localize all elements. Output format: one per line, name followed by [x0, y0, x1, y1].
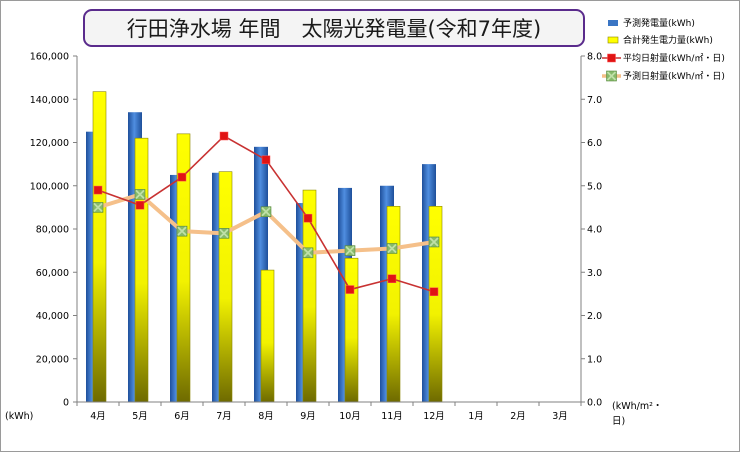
left-axis-tick-label: 60,000 — [36, 268, 69, 279]
right-axis-tick-label: 4.0 — [587, 225, 602, 236]
right-axis-tick-label: 7.0 — [587, 95, 602, 106]
legend-marker-average-irradiance — [607, 53, 616, 63]
left-axis-tick-label: 140,000 — [30, 95, 69, 106]
marker-predicted-irradiance-cross — [219, 228, 229, 238]
marker-predicted-irradiance-cross — [387, 243, 397, 254]
marker-average-irradiance — [135, 200, 145, 210]
right-axis-unit-label: (kWh/m²・ — [612, 401, 662, 412]
bar-total-generation — [134, 137, 149, 403]
x-axis-tick-label: 8月 — [258, 411, 274, 422]
bar-total-generation — [92, 91, 107, 403]
bar-total-generation — [344, 257, 359, 403]
x-axis-tick-label: 7月 — [216, 411, 232, 422]
x-axis-tick-label: 3月 — [552, 411, 568, 422]
legend-label-predicted-generation: 予測発電量(kWh) — [623, 17, 695, 29]
legend-label-predicted-irradiance: 予測日射量(kWh/㎡・日) — [623, 70, 725, 82]
left-axis-unit-label: (kWh) — [5, 411, 33, 422]
x-axis-tick-label: 12月 — [423, 411, 445, 422]
marker-average-irradiance — [345, 285, 355, 294]
right-axis-tick-label: 0.0 — [587, 398, 602, 409]
left-axis-tick-label: 120,000 — [30, 138, 69, 149]
legend-swatch-predicted-generation — [608, 20, 618, 26]
marker-predicted-irradiance-cross — [345, 245, 355, 256]
marker-predicted-irradiance-cross — [429, 237, 439, 247]
bar-total-generation — [218, 171, 233, 403]
x-axis-tick-label: 9月 — [300, 411, 316, 422]
marker-predicted-irradiance-cross — [135, 189, 145, 200]
x-axis-tick-label: 11月 — [381, 411, 403, 422]
right-axis-tick-label: 6.0 — [587, 138, 602, 149]
marker-average-irradiance — [429, 287, 439, 296]
marker-average-irradiance — [93, 185, 103, 195]
left-axis-tick-label: 20,000 — [36, 354, 69, 365]
marker-predicted-irradiance-cross — [303, 248, 313, 258]
legend-label-average-irradiance: 平均日射量(kWh/㎡・日) — [623, 52, 725, 64]
x-axis-tick-label: 10月 — [339, 411, 361, 422]
left-axis-tick-label: 40,000 — [36, 311, 69, 322]
chart-title-box: 行田浄水場 年間 太陽光発電量(令和7年度) — [83, 9, 585, 47]
bar-total-generation — [386, 205, 401, 403]
left-axis-tick-label: 160,000 — [30, 52, 69, 63]
left-axis-tick-label: 100,000 — [30, 181, 69, 192]
marker-average-irradiance — [261, 155, 271, 165]
legend-swatch-total-generation — [607, 36, 619, 44]
right-axis-unit-label: 日) — [612, 416, 625, 427]
x-axis-tick-label: 1月 — [468, 411, 484, 422]
marker-average-irradiance — [387, 274, 397, 283]
bar-total-generation — [260, 269, 275, 403]
chart-title: 行田浄水場 年間 太陽光発電量(令和7年度) — [126, 17, 542, 41]
right-axis-tick-label: 5.0 — [587, 181, 602, 192]
legend-label-total-generation: 合計発生電力量(kWh) — [623, 34, 713, 46]
x-axis-tick-label: 2月 — [510, 411, 526, 422]
marker-average-irradiance — [219, 131, 229, 141]
right-axis-tick-label: 3.0 — [587, 268, 602, 279]
right-axis-tick-label: 1.0 — [587, 354, 602, 365]
x-axis-tick-label: 5月 — [132, 411, 148, 422]
marker-predicted-irradiance-cross — [261, 207, 271, 217]
right-axis-tick-label: 2.0 — [587, 311, 602, 322]
left-axis-tick-label: 80,000 — [36, 225, 69, 236]
right-axis-tick-label: 8.0 — [587, 52, 602, 63]
bar-total-generation — [428, 205, 443, 403]
marker-predicted-irradiance-cross — [93, 202, 103, 213]
legend-marker-predicted-irradiance-cross — [606, 71, 617, 81]
left-axis-tick-label: 0 — [63, 398, 69, 409]
marker-average-irradiance — [303, 213, 313, 223]
x-axis-tick-label: 6月 — [174, 411, 190, 422]
marker-average-irradiance — [177, 172, 187, 182]
marker-predicted-irradiance-cross — [177, 226, 187, 236]
x-axis-tick-label: 4月 — [90, 411, 106, 422]
